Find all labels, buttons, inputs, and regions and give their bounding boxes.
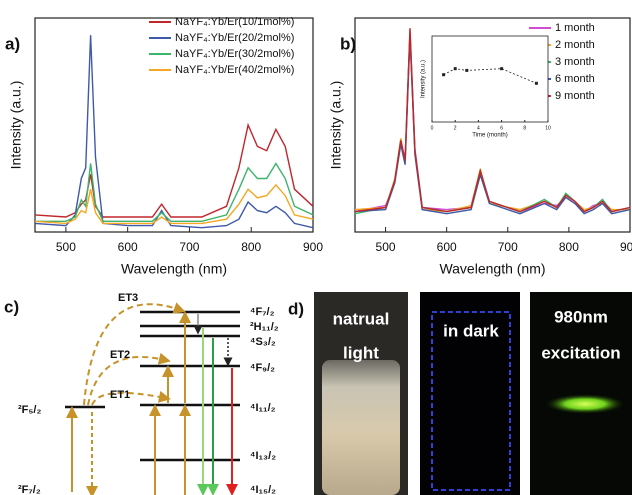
series-line [34, 35, 314, 229]
series-line [35, 162, 314, 222]
x-tick-label: 8 [523, 125, 526, 131]
y-axis-label: Intensity (a.u.) [8, 81, 24, 170]
x-tick-label: 900 [620, 240, 632, 254]
photo [420, 292, 520, 495]
point [453, 67, 457, 71]
photo-caption: light [343, 343, 379, 362]
level-label: ²F₇/₂ [18, 484, 41, 495]
legend-label: NaYF₄:Yb/Er(20/2mol%) [175, 32, 294, 44]
x-tick-label: 10 [545, 125, 551, 131]
x-tick-label: 800 [241, 240, 261, 254]
point [442, 73, 446, 77]
point [500, 67, 504, 71]
plot-frame [34, 17, 314, 233]
glow [545, 394, 625, 414]
x-tick-label: 4 [477, 125, 480, 131]
energy-transfer [91, 390, 171, 406]
level-label: ⁴F₉/₂ [250, 362, 275, 374]
y-axis-label: Intensity (a.u.) [421, 60, 427, 98]
vial [322, 360, 400, 495]
panel-label: c) [4, 297, 19, 316]
legend-label: 1 month [555, 22, 595, 34]
x-tick-label: 700 [179, 240, 199, 254]
legend-label: 3 month [555, 56, 595, 68]
x-axis-label: Time (month) [472, 133, 507, 139]
energy-transfer [87, 352, 171, 406]
panel-label: b) [340, 34, 356, 53]
level-label: ²F₅/₂ [18, 404, 41, 416]
panel-label: d) [288, 299, 304, 318]
photo-caption: in dark [443, 321, 499, 340]
x-axis-label: Wavelength (nm) [439, 261, 545, 277]
level-label: ⁴I₁₁/₂ [250, 402, 276, 414]
series-line [354, 28, 631, 213]
energy-transfer [83, 302, 186, 406]
x-tick-label: 700 [498, 240, 518, 254]
x-tick-label: 600 [437, 240, 457, 254]
x-axis-label: Wavelength (nm) [121, 261, 227, 277]
legend-label: NaYF₄:Yb/Er(10/1mol%) [175, 16, 294, 28]
level-label: ²H₁₁/₂ [250, 321, 279, 333]
legend-label: 9 month [555, 90, 595, 102]
point [465, 68, 469, 72]
photo-caption: 980nm [554, 307, 608, 326]
photos: d) natrual light in dark 980nm excitatio… [288, 292, 632, 495]
photo [530, 292, 632, 495]
charts: 500 600 700 800 900 Wavelength (nm) Intensity … [5, 16, 632, 277]
legend-label: NaYF₄:Yb/Er(30/2mol%) [175, 48, 294, 60]
legend-label: 2 month [555, 39, 595, 51]
y-axis-label: Intensity (a.u.) [328, 81, 344, 170]
plot-frame [354, 17, 631, 233]
photo-caption: natrual [333, 309, 390, 328]
point [534, 81, 538, 85]
energy-diagram: c) ET3 ET2 ET1 ²F₅/₂ ²F₇/₂ ⁴F₇/₂ ²H₁₁/₂ … [4, 292, 279, 495]
x-tick-label: 500 [56, 240, 76, 254]
transfer-label: ET2 [110, 349, 130, 361]
x-tick-label: 0 [431, 125, 434, 131]
x-tick-label: 2 [454, 125, 457, 131]
level-label: ⁴F₇/₂ [250, 306, 275, 318]
x-tick-label: 800 [559, 240, 579, 254]
transfer-label: ET1 [110, 389, 130, 401]
level-label: ⁴I₁₅/₂ [250, 484, 276, 495]
series-line [34, 183, 314, 225]
panel-label: a) [5, 34, 20, 53]
plot-frame [431, 35, 549, 123]
series-line [354, 36, 631, 215]
legend-label: NaYF₄:Yb/Er(40/2mol%) [175, 64, 294, 76]
x-tick-label: 600 [118, 240, 138, 254]
transfer-label: ET3 [118, 292, 138, 304]
level-label: ⁴S₃/₂ [250, 336, 276, 348]
x-tick-label: 500 [376, 240, 396, 254]
level-label: ⁴I₁₃/₂ [250, 450, 276, 462]
legend-label: 6 month [555, 73, 595, 85]
x-tick-label: 900 [303, 240, 323, 254]
x-tick-label: 6 [500, 125, 503, 131]
photo-caption: excitation [541, 343, 620, 362]
